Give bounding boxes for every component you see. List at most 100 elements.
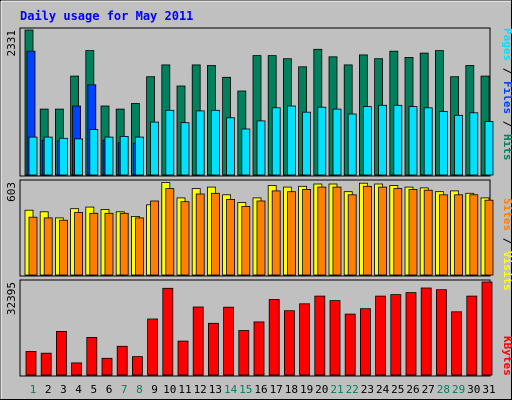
bar-kbytes-day-21 [329,300,341,376]
bar-pages-day-26 [408,106,418,176]
bar-sites-day-7 [119,212,129,276]
bar-pages-day-12 [195,110,205,176]
bar-sites-day-10 [165,188,175,276]
bar-sites-day-9 [150,200,160,276]
x-tick-label-day-17: 17 [270,383,283,396]
bar-kbytes-day-31 [481,281,493,376]
bar-kbytes-day-5 [86,336,98,376]
bar-sites-day-21 [332,186,342,276]
bar-kbytes-day-22 [344,313,356,376]
bar-sites-day-25 [393,188,403,276]
bar-pages-day-1 [28,136,38,176]
bar-sites-day-6 [104,212,114,276]
bar-sites-day-13 [210,192,220,276]
bar-pages-day-21 [332,108,342,176]
bar-sites-day-1 [28,216,38,276]
bar-pages-day-5 [89,129,99,176]
bar-kbytes-day-2 [40,352,52,376]
bar-sites-day-22 [347,194,357,276]
visits-ymax-label: 603 [5,182,18,202]
x-tick-label-day-8: 8 [136,383,143,396]
x-tick-label-day-9: 9 [151,383,158,396]
x-tick-label-day-5: 5 [90,383,97,396]
x-tick-label-day-31: 31 [482,383,495,396]
bar-pages-day-4 [74,138,83,176]
x-tick-label-day-26: 26 [406,383,419,396]
chart-title: Daily usage for May 2011 [20,9,193,23]
bar-pages-day-6 [104,136,114,176]
legend-hits: Hits [501,134,512,161]
bar-kbytes-day-27 [420,287,432,376]
x-tick-label-day-27: 27 [422,383,435,396]
x-tick-label-day-22: 22 [346,383,359,396]
bar-pages-day-24 [378,104,388,176]
bar-kbytes-day-26 [405,292,417,376]
bar-pages-day-2 [43,136,53,176]
x-tick-label-day-4: 4 [75,383,82,396]
kbytes-ymax-label: 32395 [5,282,18,315]
bar-kbytes-day-30 [466,295,478,376]
bar-pages-day-10 [165,109,175,176]
x-tick-label-day-29: 29 [452,383,465,396]
bar-kbytes-day-18 [283,310,295,376]
bar-sites-day-26 [408,188,418,276]
bar-pages-day-9 [150,121,160,176]
bar-pages-day-23 [362,106,372,176]
bar-pages-day-15 [241,128,251,176]
bar-kbytes-day-15 [238,330,250,376]
bar-pages-day-8 [134,136,144,176]
bar-pages-day-18 [286,105,296,176]
bar-kbytes-day-3 [56,330,67,376]
visits-legend: Sites / Visits [501,198,512,291]
bar-sites-day-20 [317,186,327,276]
bar-kbytes-day-12 [192,306,204,376]
bar-sites-day-2 [43,217,53,276]
bar-kbytes-day-6 [101,357,113,376]
bar-sites-day-30 [469,194,479,276]
legend-sep-2: / [501,114,512,134]
bar-pages-day-17 [271,107,281,176]
bar-kbytes-day-10 [162,287,174,376]
bar-kbytes-day-1 [25,351,37,376]
hits-legend: Pages / Files / Hits [501,28,512,161]
x-tick-label-day-3: 3 [60,383,67,396]
bar-pages-day-27 [423,107,433,176]
x-tick-label-day-24: 24 [376,383,390,396]
bar-pages-day-29 [454,114,464,176]
legend-sites: Sites [501,198,512,231]
x-tick-label-day-12: 12 [194,383,207,396]
x-tick-label-day-23: 23 [361,383,374,396]
x-tick-label-day-7: 7 [121,383,128,396]
bar-kbytes-day-9 [147,318,159,376]
bar-kbytes-day-7 [116,345,128,376]
bar-kbytes-day-29 [451,311,463,376]
x-tick-label-day-15: 15 [239,383,252,396]
bar-kbytes-day-4 [71,362,82,376]
bar-pages-day-16 [256,120,266,176]
bar-pages-day-19 [302,111,312,176]
bar-pages-day-31 [484,121,494,176]
bar-pages-day-25 [393,104,403,176]
bar-pages-day-3 [59,137,68,176]
legend-sep-3: / [501,231,512,251]
x-tick-label-day-25: 25 [391,383,404,396]
bar-sites-day-17 [271,190,281,276]
x-tick-label-day-14: 14 [224,383,238,396]
bar-kbytes-day-14 [223,306,235,376]
bar-sites-day-29 [454,194,464,276]
bar-sites-day-23 [362,185,372,276]
x-tick-label-day-2: 2 [45,383,52,396]
bar-kbytes-day-11 [177,340,189,376]
x-tick-label-day-30: 30 [467,383,480,396]
legend-visits: Visits [501,251,512,291]
bar-pages-day-14 [226,117,236,176]
bar-sites-day-24 [378,186,388,276]
bar-sites-day-11 [180,201,190,276]
chart-marks: 1 2 3 4 5 6 7 8 9 10 11 12 13 14 15 16 17 18 19 20 21 22 23 24 2… [24,29,496,396]
bar-kbytes-day-20 [314,295,326,376]
bar-sites-day-28 [438,194,448,276]
bar-kbytes-day-23 [359,308,371,376]
legend-pages: Pages [501,28,512,61]
